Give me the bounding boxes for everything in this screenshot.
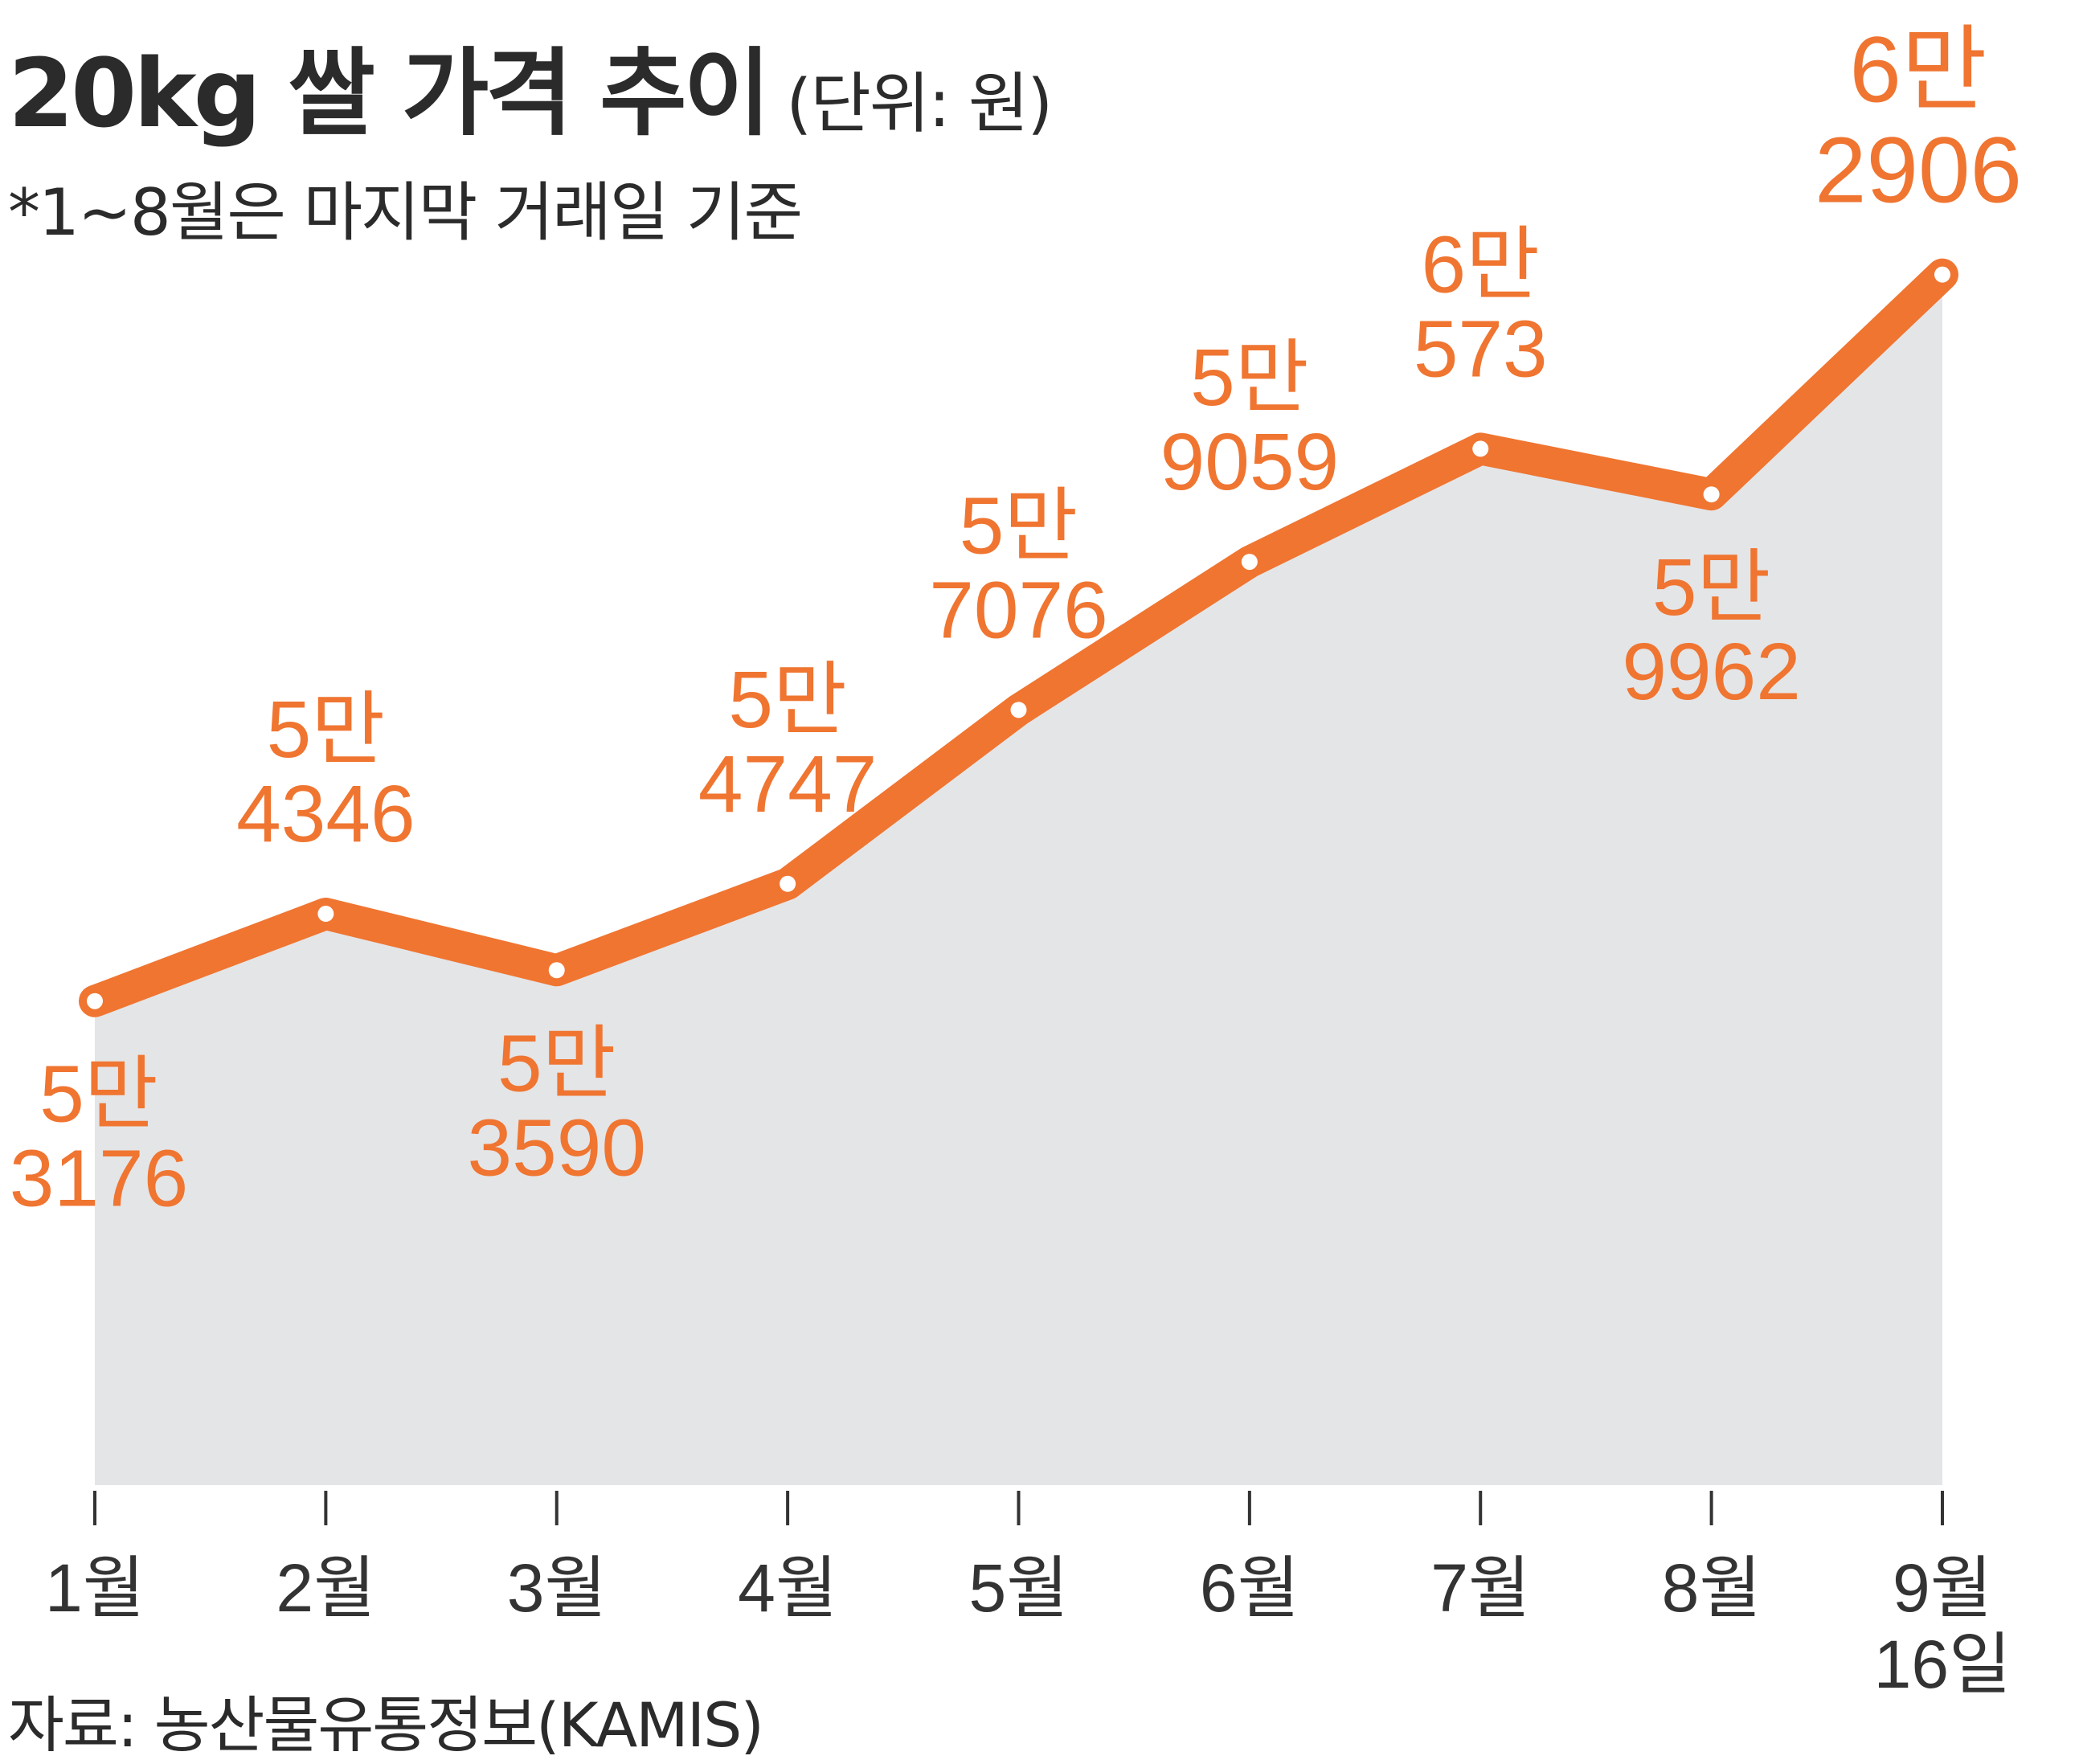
x-tick-label: 1월 (45, 1550, 145, 1626)
data-point (1472, 440, 1489, 457)
x-axis: 1월 2월 3월 4월 5월 6월 7월 8월 9월 16일 (45, 1491, 2011, 1702)
x-tick-label: 4월 (738, 1550, 837, 1626)
data-label: 5만 9962 (1622, 542, 1800, 717)
chart-unit: (단위: 원) (786, 66, 1053, 142)
x-tick-label: 9월 16일 (1874, 1550, 2011, 1702)
data-point (1934, 266, 1950, 283)
data-label-line: 5만 (728, 655, 847, 745)
x-tick-label: 6월 (1200, 1550, 1299, 1626)
data-label-line: 4346 (236, 769, 415, 859)
data-label-line: 5만 (497, 1018, 616, 1108)
x-tick-label-line: 9월 (1893, 1550, 1992, 1626)
x-tick-label-line: 6월 (1200, 1550, 1299, 1626)
x-tick-label: 3월 (507, 1550, 607, 1626)
data-label-line: 573 (1414, 304, 1548, 394)
data-label-line: 3590 (468, 1103, 646, 1193)
x-tick-label: 7월 (1430, 1550, 1530, 1626)
x-tick-label: 5월 (969, 1550, 1069, 1626)
data-label-line: 5만 (1652, 542, 1771, 632)
data-label: 5만 4346 (236, 685, 415, 859)
data-point (1241, 554, 1258, 571)
data-point (1010, 702, 1027, 718)
area-fill (95, 274, 1942, 1485)
data-label-line: 3176 (10, 1134, 188, 1224)
data-point (87, 993, 103, 1009)
data-label-line: 7076 (929, 565, 1107, 655)
data-label-line: 6만 (1849, 18, 1987, 122)
data-label-line: 5만 (267, 685, 386, 775)
chart-note: *1~8월은 마지막 거래일 기준 (8, 175, 803, 250)
x-tick-label-line: 2월 (276, 1550, 375, 1626)
data-label: 5만 3176 (10, 1050, 188, 1224)
data-label: 5만 4747 (698, 655, 877, 829)
data-label-line: 5만 (39, 1050, 158, 1140)
x-tick-label-line: 1월 (45, 1550, 145, 1626)
data-label-line: 6만 (1421, 219, 1540, 309)
chart-title-row: 20kg 쌀 가격 추이 (단위: 원) (8, 16, 1053, 153)
x-tick-label: 2월 (276, 1550, 375, 1626)
data-label-line: 5만 (1190, 333, 1309, 423)
data-label-line: 9059 (1160, 417, 1339, 507)
x-tick-label: 8월 (1662, 1550, 1762, 1626)
x-tick-label-line: 8월 (1662, 1550, 1762, 1626)
area-layer (95, 274, 1942, 1485)
data-label-line: 5만 (960, 481, 1078, 571)
data-point (548, 962, 565, 979)
data-point (317, 906, 334, 923)
data-label-line: 2906 (1815, 118, 2022, 223)
data-label-line: 9962 (1622, 627, 1800, 717)
chart-title: 20kg 쌀 가격 추이 (8, 38, 771, 149)
data-point (1703, 486, 1720, 503)
x-tick-label-line: 4월 (738, 1550, 837, 1626)
data-label: 5만 9059 (1160, 333, 1339, 507)
x-tick-label-line: 3월 (507, 1550, 607, 1626)
source-note: 자료: 농산물유통정보(KAMIS) (8, 1689, 764, 1761)
x-tick-label-line: 16일 (1874, 1627, 2011, 1702)
x-tick-label-line: 5월 (969, 1550, 1069, 1626)
data-point (780, 875, 796, 892)
data-label-line: 4747 (698, 739, 877, 829)
line-layer (79, 258, 1958, 1017)
data-label: 6만 573 (1414, 219, 1548, 394)
data-label: 5만 7076 (929, 481, 1107, 655)
data-label: 6만 2906 (1815, 18, 2022, 223)
x-tick-label-line: 7월 (1430, 1550, 1530, 1626)
data-label: 5만 3590 (468, 1018, 646, 1193)
